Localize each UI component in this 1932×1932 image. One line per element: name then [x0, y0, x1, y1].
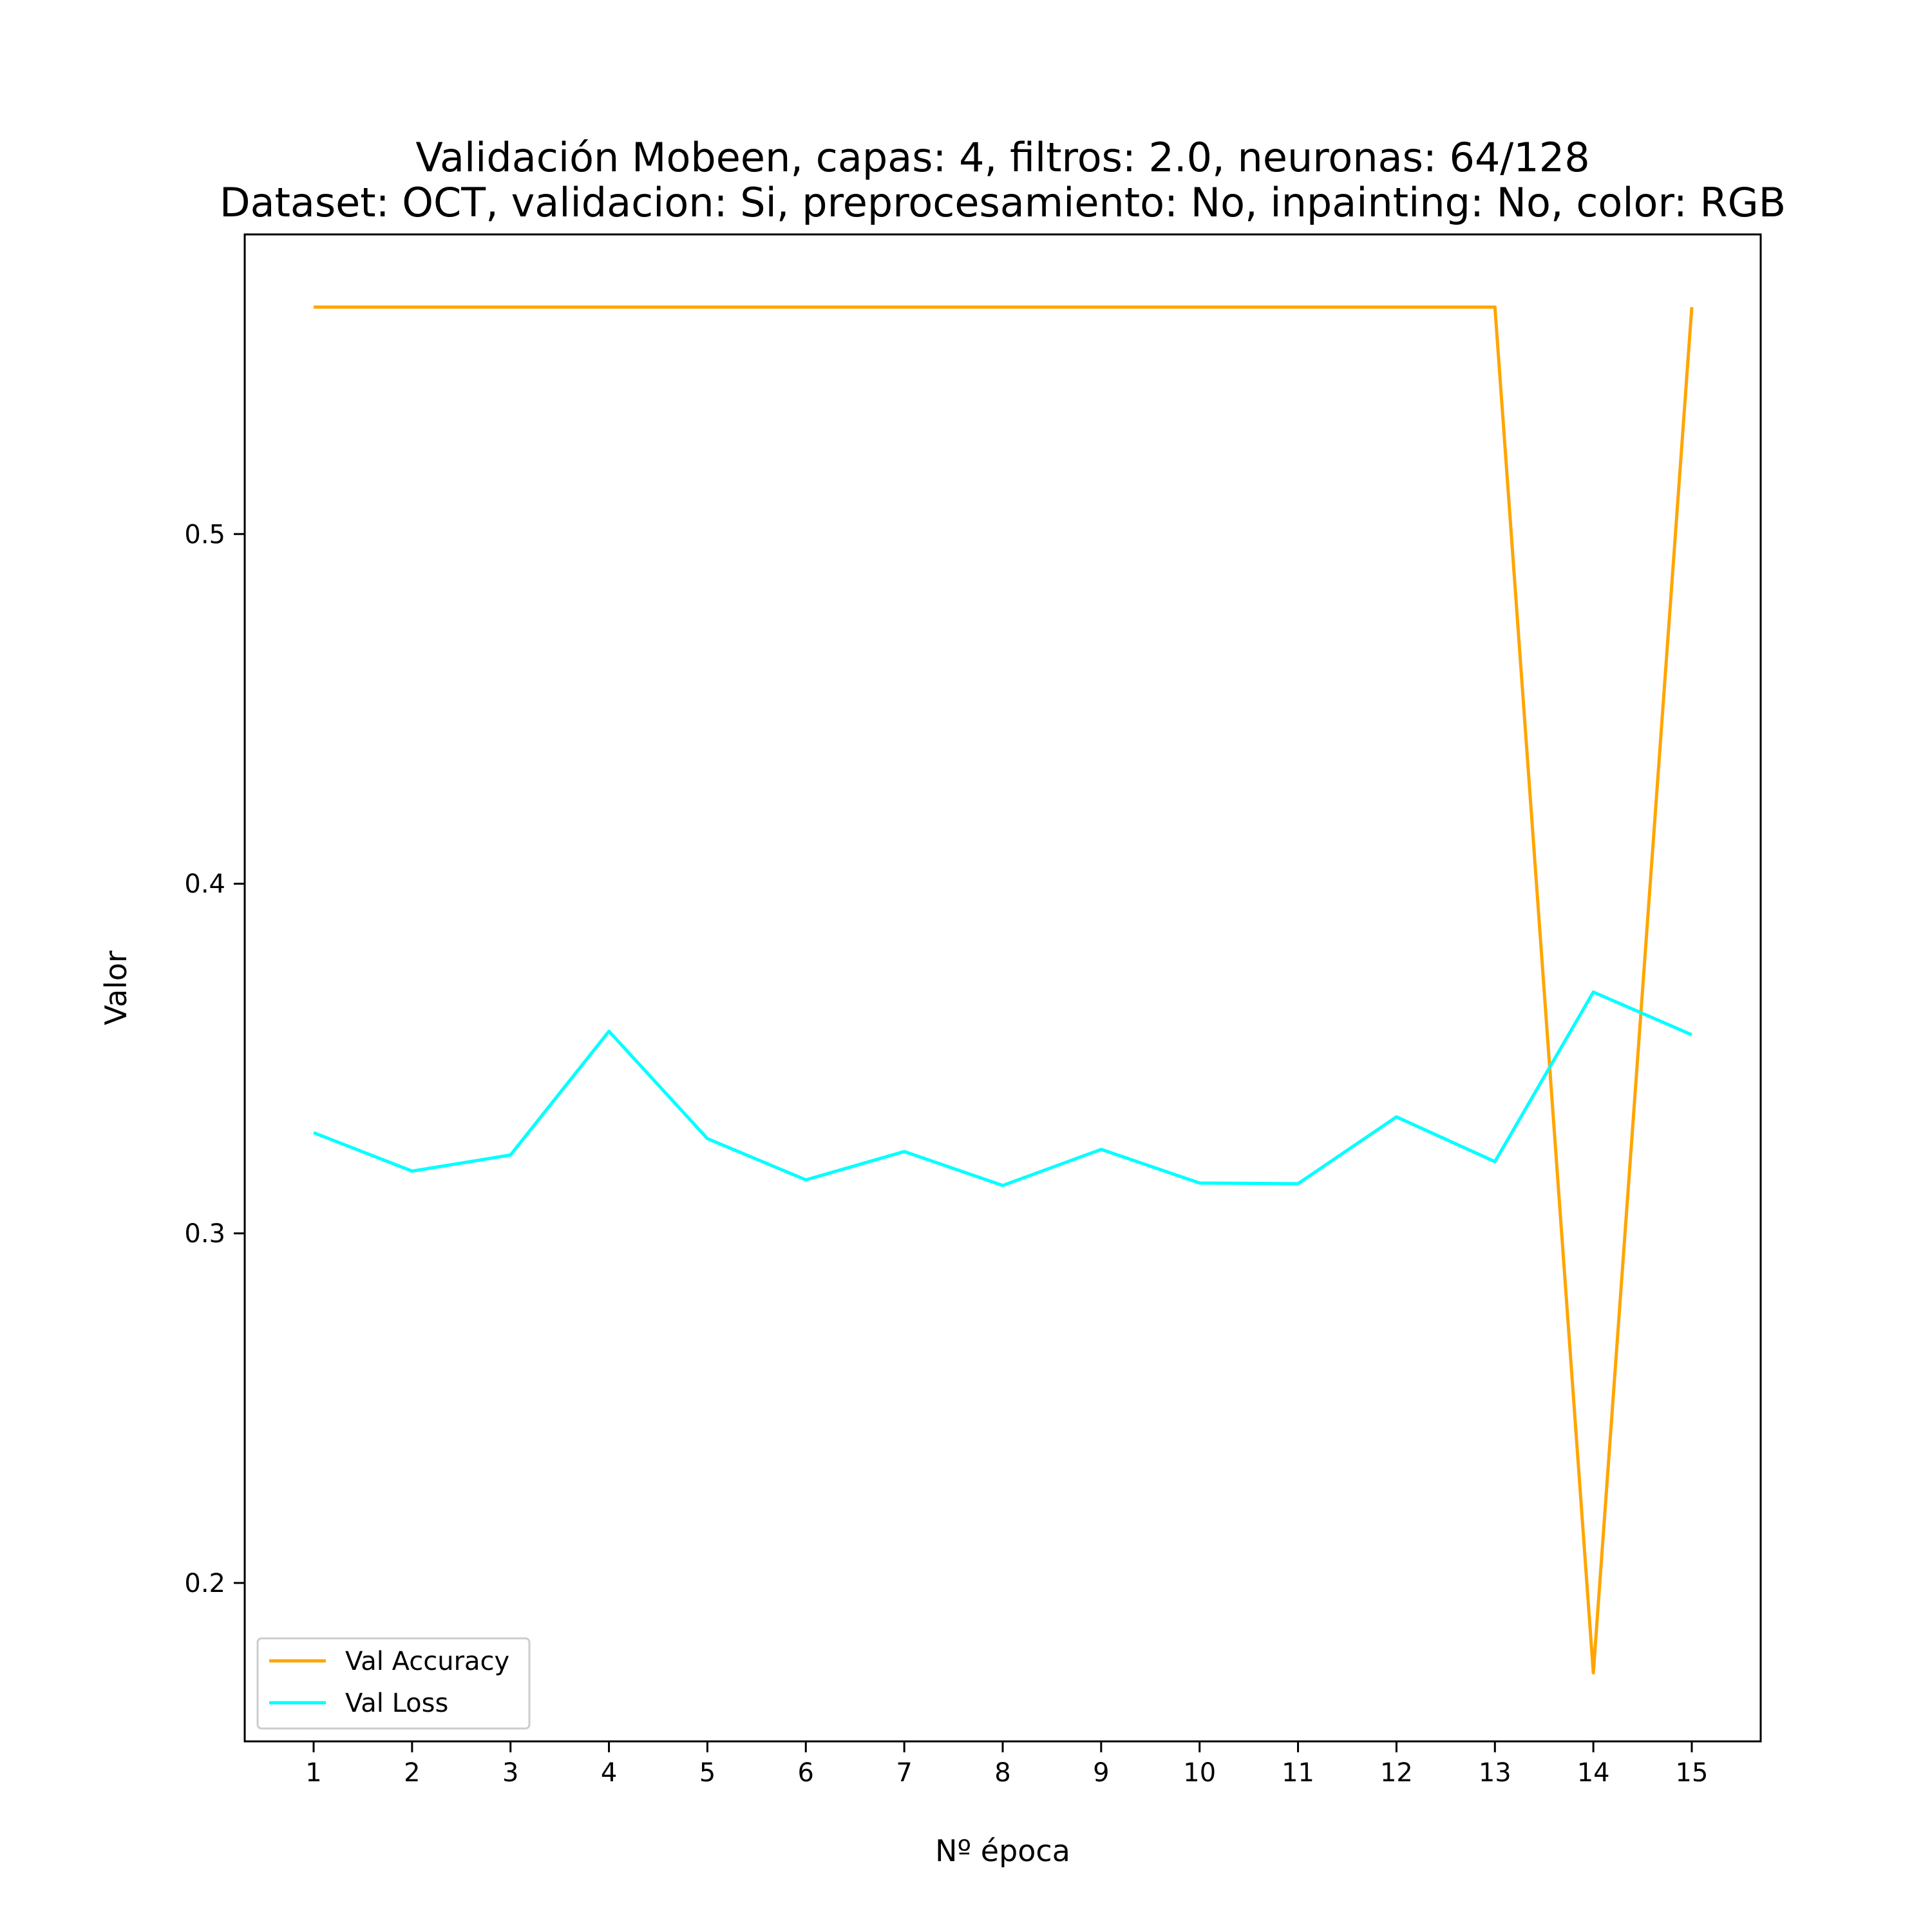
x-tick-label-7: 7: [896, 1758, 912, 1788]
y-tick-label-0-5: 0.5: [184, 520, 225, 549]
x-tick-label-11: 11: [1282, 1758, 1314, 1788]
legend: Val Accuracy Val Loss: [256, 1637, 531, 1730]
chart-subtitle: Dataset: OCT, validacion: Si, preprocesa…: [220, 179, 1786, 226]
x-tick-label-4: 4: [601, 1758, 617, 1788]
y-tick-label-0-4: 0.4: [184, 869, 225, 899]
x-tick-label-15: 15: [1676, 1758, 1709, 1788]
x-axis-label: Nº época: [935, 1833, 1070, 1868]
y-axis-label: Valor: [99, 951, 133, 1025]
y-axis-ticks: 0.2 0.3 0.4 0.5: [184, 520, 245, 1598]
x-axis-ticks: 1 2 3 4 5 6 7 8 9 10 11 12 13 14 15: [305, 1741, 1708, 1788]
x-tick-label-1: 1: [305, 1758, 321, 1788]
legend-label-val-loss: Val Loss: [345, 1689, 448, 1718]
series-layer: [313, 305, 1694, 1675]
x-tick-label-3: 3: [502, 1758, 518, 1788]
y-tick-label-0-2: 0.2: [184, 1569, 225, 1598]
plot-area: [245, 234, 1761, 1741]
y-tick-label-0-3: 0.3: [184, 1219, 225, 1249]
x-tick-label-14: 14: [1577, 1758, 1610, 1788]
x-tick-label-10: 10: [1183, 1758, 1216, 1788]
x-tick-label-2: 2: [404, 1758, 420, 1788]
x-tick-label-13: 13: [1479, 1758, 1511, 1788]
x-tick-label-8: 8: [994, 1758, 1010, 1788]
x-tick-label-6: 6: [798, 1758, 814, 1788]
x-tick-label-9: 9: [1093, 1758, 1109, 1788]
chart-title: Validación Mobeen, capas: 4, filtros: 2.…: [415, 134, 1589, 181]
legend-label-val-accuracy: Val Accuracy: [345, 1647, 509, 1676]
x-tick-label-5: 5: [699, 1758, 715, 1788]
x-tick-label-12: 12: [1380, 1758, 1413, 1788]
series-line-val-accuracy: [314, 305, 1694, 1675]
series-line-val-loss: [313, 990, 1692, 1188]
